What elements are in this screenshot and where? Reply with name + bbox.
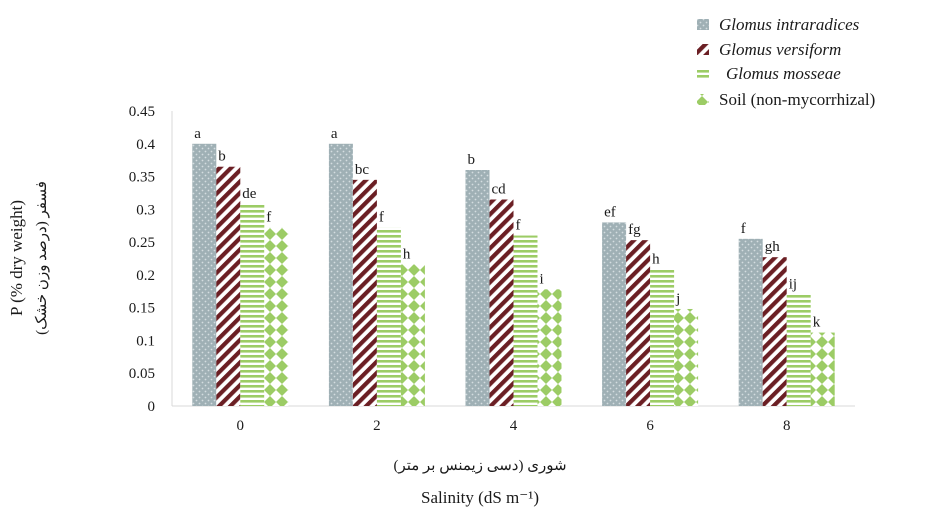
bar-glomus-intraradices-salinity-0 <box>192 143 217 406</box>
legend-swatch-glomus-intraradices <box>697 19 709 30</box>
bar-glomus-versiform-salinity-0 <box>216 166 241 406</box>
legend-label-glomus-mosseae: Glomus mosseae <box>726 64 841 83</box>
legend-label-glomus-versiform: Glomus versiform <box>719 40 841 59</box>
bar-soil-non-mycorrhizal-salinity-0 <box>264 227 289 406</box>
legend: Glomus intraradices Glomus versiform Glo… <box>697 15 875 109</box>
data-label-soil-non-mycorrhizal-salinity-4: i <box>540 271 544 287</box>
y-tick-label: 0 <box>148 399 156 415</box>
bar-glomus-versiform-salinity-2 <box>352 179 377 406</box>
bar-glomus-mosseae-salinity-8 <box>786 294 811 406</box>
y-tick-label: 0.15 <box>129 301 155 317</box>
x-tick-label: 0 <box>237 418 245 434</box>
bar-glomus-intraradices-salinity-2 <box>328 143 353 406</box>
bar-glomus-mosseae-salinity-2 <box>376 227 401 406</box>
data-label-soil-non-mycorrhizal-salinity-2: h <box>403 246 411 262</box>
y-tick-label: 0.05 <box>129 366 155 382</box>
bar-soil-non-mycorrhizal-salinity-8 <box>810 332 835 406</box>
y-tick-label: 0.35 <box>129 170 155 186</box>
data-label-glomus-mosseae-salinity-4: f <box>516 218 521 234</box>
data-label-glomus-mosseae-salinity-6: h <box>652 252 660 268</box>
legend-swatch-glomus-mosseae <box>697 68 709 79</box>
data-label-soil-non-mycorrhizal-salinity-8: k <box>813 315 821 331</box>
data-label-glomus-versiform-salinity-6: fg <box>628 222 641 238</box>
data-label-glomus-intraradices-salinity-8: f <box>741 221 746 237</box>
legend-swatch-soil-non-mycorrhizal <box>697 94 709 105</box>
x-axis-title: Salinity (dS m⁻¹) <box>421 488 539 507</box>
bar-glomus-versiform-salinity-8 <box>762 257 787 406</box>
bar-glomus-mosseae-salinity-6 <box>650 269 675 406</box>
data-label-glomus-intraradices-salinity-6: ef <box>604 204 616 220</box>
x-tick-labels: 0 2 4 6 8 <box>237 418 791 434</box>
data-label-soil-non-mycorrhizal-salinity-0: f <box>266 210 271 226</box>
data-label-glomus-intraradices-salinity-0: a <box>194 126 201 142</box>
data-label-glomus-intraradices-salinity-4: b <box>468 152 476 168</box>
legend-item-glomus-versiform: Glomus versiform <box>697 40 841 59</box>
data-label-glomus-versiform-salinity-0: b <box>218 149 226 165</box>
y-tick-label: 0.25 <box>129 235 155 251</box>
y-tick-labels: 0 0.05 0.1 0.15 0.2 0.25 0.3 0.35 0.4 0.45 <box>129 104 156 415</box>
x-axis-title-persian: شوری (دسی زیمنس بر متر) <box>393 458 566 474</box>
y-axis-title-persian: فسفر (درصد وزن خشک) <box>34 181 50 335</box>
data-label-glomus-versiform-salinity-8: gh <box>765 239 781 255</box>
data-label-glomus-intraradices-salinity-2: a <box>331 126 338 142</box>
x-tick-label: 2 <box>373 418 381 434</box>
data-label-glomus-versiform-salinity-4: cd <box>492 182 507 198</box>
y-tick-label: 0.2 <box>136 268 155 284</box>
bar-glomus-mosseae-salinity-0 <box>240 204 265 406</box>
y-tick-label: 0.1 <box>136 333 155 349</box>
bar-soil-non-mycorrhizal-salinity-2 <box>400 264 425 406</box>
bar-soil-non-mycorrhizal-salinity-4 <box>537 289 562 406</box>
bar-glomus-mosseae-salinity-4 <box>513 235 538 406</box>
y-tick-label: 0.3 <box>136 202 155 218</box>
data-label-soil-non-mycorrhizal-salinity-6: j <box>675 291 680 307</box>
data-label-glomus-versiform-salinity-2: bc <box>355 162 370 178</box>
x-tick-label: 6 <box>646 418 654 434</box>
data-label-glomus-mosseae-salinity-0: de <box>242 186 256 202</box>
legend-item-glomus-mosseae: Glomus mosseae <box>697 64 841 83</box>
bars <box>192 143 835 406</box>
legend-swatch-glomus-versiform <box>697 44 709 55</box>
bar-glomus-intraradices-salinity-4 <box>465 170 490 406</box>
y-tick-label: 0.45 <box>129 104 155 120</box>
bar-soil-non-mycorrhizal-salinity-6 <box>674 308 699 406</box>
y-axis-title: P (% dry weight) <box>7 200 26 316</box>
legend-label-soil-non-mycorrhizal: Soil (non-mycorrhizal) <box>719 90 875 109</box>
data-label-glomus-mosseae-salinity-8: ij <box>789 277 797 293</box>
bar-glomus-versiform-salinity-6 <box>626 240 651 406</box>
legend-label-glomus-intraradices: Glomus intraradices <box>719 15 860 34</box>
y-tick-label: 0.4 <box>136 137 155 153</box>
legend-item-soil-non-mycorrhizal: Soil (non-mycorrhizal) <box>697 90 875 109</box>
x-tick-label: 4 <box>510 418 518 434</box>
legend-item-glomus-intraradices: Glomus intraradices <box>697 15 860 34</box>
bar-glomus-versiform-salinity-4 <box>489 199 514 406</box>
x-tick-label: 8 <box>783 418 791 434</box>
data-label-glomus-mosseae-salinity-2: f <box>379 210 384 226</box>
bar-glomus-intraradices-salinity-8 <box>738 238 763 406</box>
bar-glomus-intraradices-salinity-6 <box>602 222 627 406</box>
